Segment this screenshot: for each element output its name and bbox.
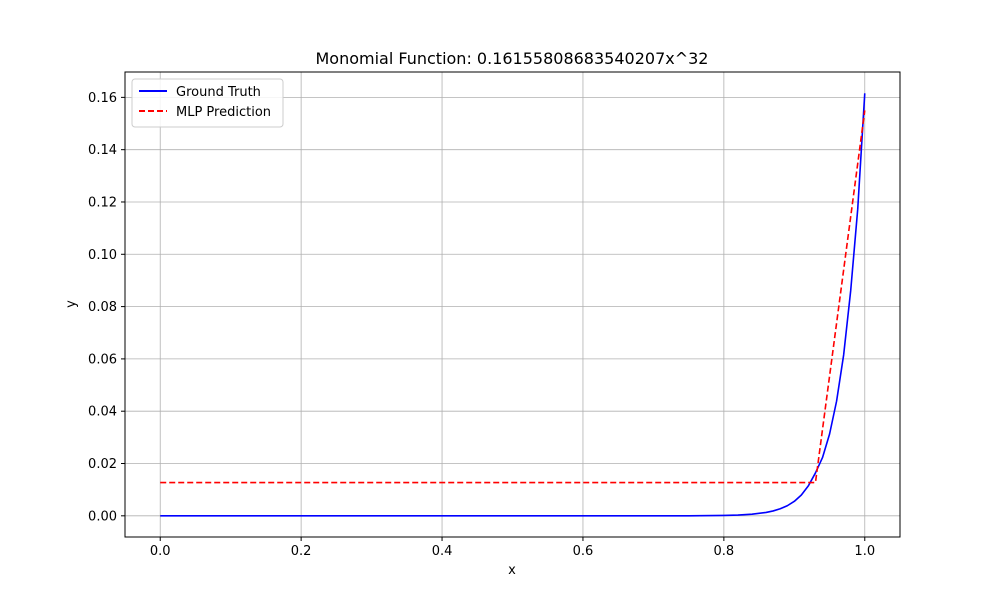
y-axis-ticks: 0.00 0.02 0.04 0.06 0.08 0.10 0.12 0.14 0.16: [88, 91, 125, 524]
x-tick-label: 0.6: [573, 544, 594, 559]
y-tick-label: 0.06: [88, 352, 117, 367]
y-tick-label: 0.02: [88, 457, 117, 472]
x-tick-label: 0.0: [150, 544, 171, 559]
y-tick-label: 0.08: [88, 300, 117, 315]
x-tick-label: 0.2: [291, 544, 312, 559]
grid: [125, 72, 900, 537]
series-line-mlp-prediction: [160, 110, 866, 484]
y-tick-label: 0.12: [88, 195, 117, 210]
y-tick-label: 0.10: [88, 248, 117, 263]
x-tick-label: 0.4: [432, 544, 453, 559]
y-tick-label: 0.14: [88, 143, 117, 158]
y-axis-label: y: [64, 300, 79, 308]
plot-area: [160, 93, 866, 517]
legend-label-mlp-prediction: MLP Prediction: [176, 105, 271, 120]
axes-frame: [124, 71, 901, 538]
series-line-ground-truth: [160, 93, 866, 517]
x-tick-label: 0.8: [714, 544, 735, 559]
x-tick-label: 1.0: [854, 544, 875, 559]
legend-label-ground-truth: Ground Truth: [176, 85, 261, 100]
x-axis-ticks: 0.0 0.2 0.4 0.6 0.8 1.0: [150, 537, 875, 559]
y-tick-label: 0.00: [88, 509, 117, 524]
y-tick-label: 0.16: [88, 91, 117, 106]
chart-title: Monomial Function: 0.16155808683540207x^…: [316, 49, 709, 68]
x-axis-label: x: [508, 563, 516, 578]
legend: Ground Truth MLP Prediction: [131, 78, 284, 128]
legend-box: [131, 78, 284, 128]
y-tick-label: 0.04: [88, 405, 117, 420]
